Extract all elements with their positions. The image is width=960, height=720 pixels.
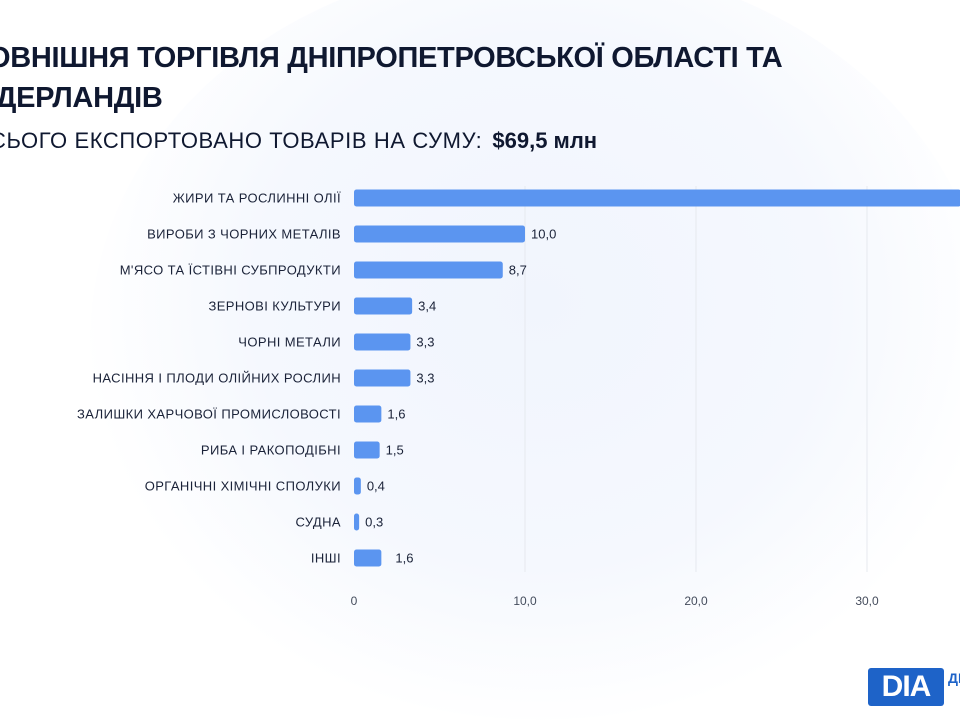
data-label: 8,7	[509, 263, 527, 278]
x-tick-label: 30,0	[855, 594, 879, 608]
data-label: 3,3	[416, 371, 434, 386]
category-label: ВИРОБИ З ЧОРНИХ МЕТАЛІВ	[147, 227, 341, 242]
dia-logo-mark: DІA	[868, 668, 944, 706]
data-label: 0,3	[365, 515, 383, 530]
page-title: ОВНІШНЯ ТОРГІВЛЯ ДНІПРОПЕТРОВСЬКОЇ ОБЛАС…	[0, 42, 783, 114]
category-label: ЗАЛИШКИ ХАРЧОВОЇ ПРОМИСЛОВОСТІ	[77, 407, 341, 422]
export-total-label: СЬОГО ЕКСПОРТОВАНО ТОВАРІВ НА СУМУ:	[0, 128, 483, 153]
bar	[354, 297, 413, 315]
x-tick-label: 0	[351, 594, 358, 608]
export-total-value: $69,5 млн	[492, 128, 598, 153]
data-label: 1,6	[395, 551, 413, 566]
dia-logo-text: ДН ІНІ	[948, 670, 960, 686]
category-label: ІНШІ	[311, 551, 341, 566]
data-label: 1,6	[387, 407, 405, 422]
category-label: ЗЕРНОВІ КУЛЬТУРИ	[208, 299, 341, 314]
export-total-line: СЬОГО ЕКСПОРТОВАНО ТОВАРІВ НА СУМУ: $69,5…	[0, 124, 597, 158]
bar	[354, 441, 380, 459]
category-label: ЖИРИ ТА РОСЛИННІ ОЛІЇ	[173, 191, 341, 206]
category-label: ЧОРНІ МЕТАЛИ	[238, 335, 341, 350]
bar	[354, 405, 382, 423]
data-label: 10,0	[531, 227, 556, 242]
data-label: 3,3	[416, 335, 434, 350]
data-label: 3,4	[418, 299, 436, 314]
bar	[354, 333, 411, 351]
data-label: 0,4	[367, 479, 385, 494]
bar	[354, 549, 382, 567]
category-label: М'ЯСО ТА ЇСТІВНІ СУБПРОДУКТИ	[120, 263, 341, 278]
x-tick-label: 20,0	[684, 594, 708, 608]
bar	[354, 477, 361, 495]
bar	[354, 225, 525, 243]
bar	[354, 513, 360, 531]
category-label: СУДНА	[296, 515, 342, 530]
category-label: ОРГАНІЧНІ ХІМІЧНІ СПОЛУКИ	[145, 479, 341, 494]
dia-logo: DІA ДН ІНІ	[868, 668, 960, 708]
x-tick-label: 10,0	[513, 594, 537, 608]
bar	[354, 261, 503, 279]
data-label: 1,5	[386, 443, 404, 458]
category-label: НАСІННЯ І ПЛОДИ ОЛІЙНИХ РОСЛИН	[93, 371, 341, 386]
bar	[354, 189, 960, 207]
category-label: РИБА І РАКОПОДІБНІ	[201, 443, 341, 458]
bar	[354, 369, 411, 387]
